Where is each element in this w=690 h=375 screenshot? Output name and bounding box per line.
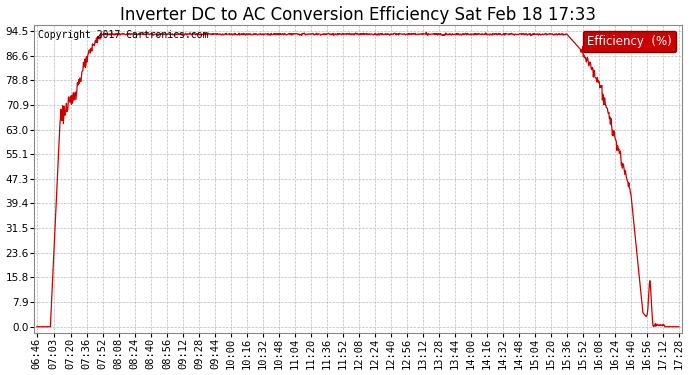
Title: Inverter DC to AC Conversion Efficiency Sat Feb 18 17:33: Inverter DC to AC Conversion Efficiency … [120,6,596,24]
Text: Copyright 2017 Cartronics.com: Copyright 2017 Cartronics.com [37,30,208,40]
Legend: Efficiency  (%): Efficiency (%) [583,31,676,52]
